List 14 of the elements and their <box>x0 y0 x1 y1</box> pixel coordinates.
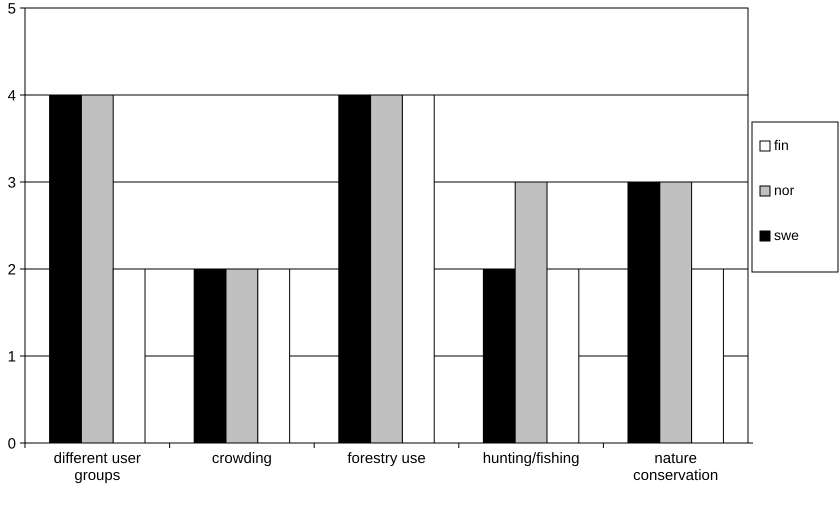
y-tick-label: 3 <box>8 174 16 192</box>
y-tick-label: 4 <box>8 87 16 104</box>
y-tick-label: 2 <box>8 261 16 278</box>
x-tick-label: nature conservation <box>633 450 718 484</box>
x-tick-label: hunting/fishing <box>482 450 580 467</box>
legend-label: fin <box>774 137 789 153</box>
x-tick-label: crowding <box>212 450 272 467</box>
x-tick-label: forestry use <box>347 450 426 467</box>
y-tick-label: 5 <box>8 0 16 18</box>
legend-label: nor <box>774 182 795 198</box>
y-tick-label: 0 <box>8 435 16 452</box>
y-tick-label: 1 <box>8 348 16 366</box>
x-tick-label: different user groups <box>54 450 141 484</box>
legend-label: swe <box>774 227 800 243</box>
